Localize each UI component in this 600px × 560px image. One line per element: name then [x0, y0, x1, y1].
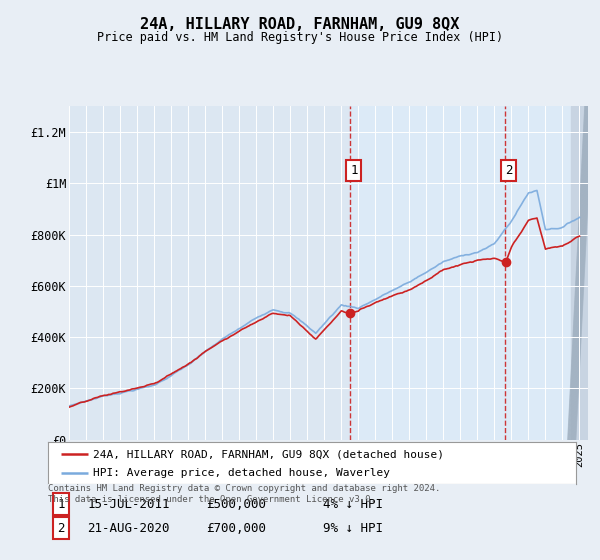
Text: 15-JUL-2011: 15-JUL-2011 [88, 497, 170, 511]
Text: 4% ↓ HPI: 4% ↓ HPI [323, 497, 383, 511]
Bar [571, 106, 588, 440]
Bar [350, 106, 588, 440]
Text: HPI: Average price, detached house, Waverley: HPI: Average price, detached house, Wave… [93, 468, 390, 478]
Text: 1: 1 [58, 497, 65, 511]
Text: £700,000: £700,000 [206, 521, 266, 535]
Text: 2: 2 [505, 164, 512, 177]
Text: 2: 2 [58, 521, 65, 535]
Text: 9% ↓ HPI: 9% ↓ HPI [323, 521, 383, 535]
Text: £500,000: £500,000 [206, 497, 266, 511]
Text: Contains HM Land Registry data © Crown copyright and database right 2024.
This d: Contains HM Land Registry data © Crown c… [48, 484, 440, 504]
Text: 21-AUG-2020: 21-AUG-2020 [88, 521, 170, 535]
Text: 1: 1 [350, 164, 358, 177]
Text: 24A, HILLARY ROAD, FARNHAM, GU9 8QX (detached house): 24A, HILLARY ROAD, FARNHAM, GU9 8QX (det… [93, 449, 444, 459]
Text: Price paid vs. HM Land Registry's House Price Index (HPI): Price paid vs. HM Land Registry's House … [97, 31, 503, 44]
Text: 24A, HILLARY ROAD, FARNHAM, GU9 8QX: 24A, HILLARY ROAD, FARNHAM, GU9 8QX [140, 17, 460, 32]
